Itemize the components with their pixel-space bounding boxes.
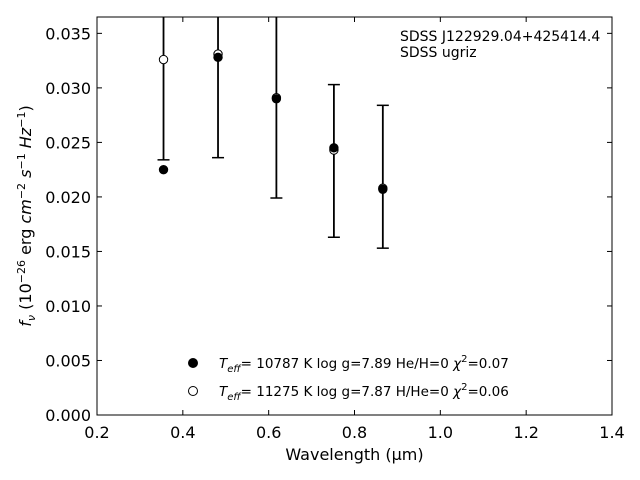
- x-tick-label: 1.0: [428, 423, 453, 442]
- x-tick-label: 0.2: [84, 423, 109, 442]
- legend-entry-1: Teff= 10787 K log g=7.89 He/H=0 χ2=0.07: [188, 354, 509, 375]
- legend-marker-open: [188, 386, 198, 396]
- y-tick-label: 0.000: [45, 406, 91, 425]
- point-open: [158, 54, 169, 65]
- ticks-layer: 0.2 0.4 0.6 0.8 1.0 1.2 1.4 0.000 0.005 0.010 0.01…: [45, 17, 625, 442]
- y-tick-label: 0.025: [45, 133, 91, 152]
- y-axis-label: fν (10−26 erg cm−2 s−1 Hz−1): [15, 105, 38, 326]
- legend-2-comp: H/He=0: [396, 384, 449, 400]
- y-tick-label: 0.010: [45, 297, 91, 316]
- point-filled: [158, 164, 169, 175]
- x-axis-label: Wavelength (μm): [285, 445, 423, 464]
- legend-marker-filled: [188, 358, 198, 368]
- error-bar: [376, 104, 389, 249]
- y-tick-label: 0.035: [45, 24, 91, 43]
- annotation: SDSS J122929.04+425414.4 SDSS ugriz: [400, 29, 600, 61]
- legend-2-logg: log g=7.87: [317, 384, 392, 400]
- y-tick-label: 0.005: [45, 351, 91, 370]
- error-bar: [327, 83, 340, 239]
- legend-2-teff: = 11275 K: [241, 384, 314, 400]
- legend-label-2: Teff= 11275 K log g=7.87 H/He=0 χ2=0.06: [219, 382, 509, 403]
- error-bar: [270, 17, 283, 199]
- legend-1-logg: log g=7.89: [317, 356, 392, 372]
- x-tick-label: 1.2: [513, 423, 538, 442]
- point-filled: [213, 52, 223, 63]
- errorbar-layer: [157, 17, 389, 249]
- point-filled: [271, 94, 282, 104]
- annotation-survey: SDSS ugriz: [400, 45, 477, 61]
- y-tick-label: 0.015: [45, 242, 91, 261]
- legend-2-chi: =0.06: [467, 384, 508, 400]
- x-tick-label: 0.6: [256, 423, 281, 442]
- y-tick-label: 0.030: [45, 79, 91, 98]
- x-tick-label: 0.4: [170, 423, 195, 442]
- plot-frame: [96, 16, 613, 416]
- legend-1-chi: =0.07: [467, 356, 508, 372]
- error-bar: [157, 17, 170, 161]
- legend-label-1: Teff= 10787 K log g=7.89 He/H=0 χ2=0.07: [219, 354, 509, 375]
- error-bar: [212, 17, 225, 159]
- annotation-object: SDSS J122929.04+425414.4: [400, 29, 600, 45]
- legend: Teff= 10787 K log g=7.89 He/H=0 χ2=0.07 …: [188, 354, 509, 403]
- y-tick-label: 0.020: [45, 188, 91, 207]
- x-tick-label: 0.8: [342, 423, 367, 442]
- legend-1-comp: He/H=0: [396, 356, 449, 372]
- point-filled: [378, 184, 388, 194]
- points-layer: [158, 49, 388, 194]
- legend-entry-2: Teff= 11275 K log g=7.87 H/He=0 χ2=0.06: [188, 382, 509, 403]
- legend-1-teff: = 10787 K: [241, 356, 314, 372]
- x-tick-label: 1.4: [599, 423, 624, 442]
- point-filled: [329, 143, 339, 153]
